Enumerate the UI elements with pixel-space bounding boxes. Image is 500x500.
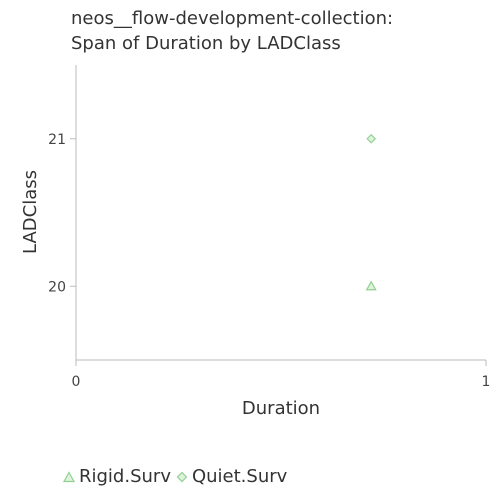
legend-item-rigid-surv: Rigid.Surv bbox=[62, 466, 171, 487]
x-axis-label: Duration bbox=[242, 398, 320, 419]
y-tick-label: 21 bbox=[48, 132, 66, 148]
data-points bbox=[367, 135, 376, 290]
data-point-quiet-surv bbox=[367, 135, 375, 143]
legend-label-quiet-surv: Quiet.Surv bbox=[192, 466, 287, 487]
diamond-icon bbox=[175, 470, 189, 484]
x-tick-label: 1 bbox=[482, 374, 491, 390]
legend: Rigid.Surv Quiet.Surv bbox=[62, 466, 291, 487]
x-tick-label: 0 bbox=[72, 374, 81, 390]
legend-label-rigid-surv: Rigid.Surv bbox=[79, 466, 171, 487]
triangle-icon bbox=[62, 470, 76, 484]
y-tick-label: 20 bbox=[48, 279, 66, 295]
y-axis-label: LADClass bbox=[20, 170, 41, 254]
data-point-rigid-surv bbox=[367, 282, 376, 290]
legend-item-quiet-surv: Quiet.Surv bbox=[175, 466, 287, 487]
